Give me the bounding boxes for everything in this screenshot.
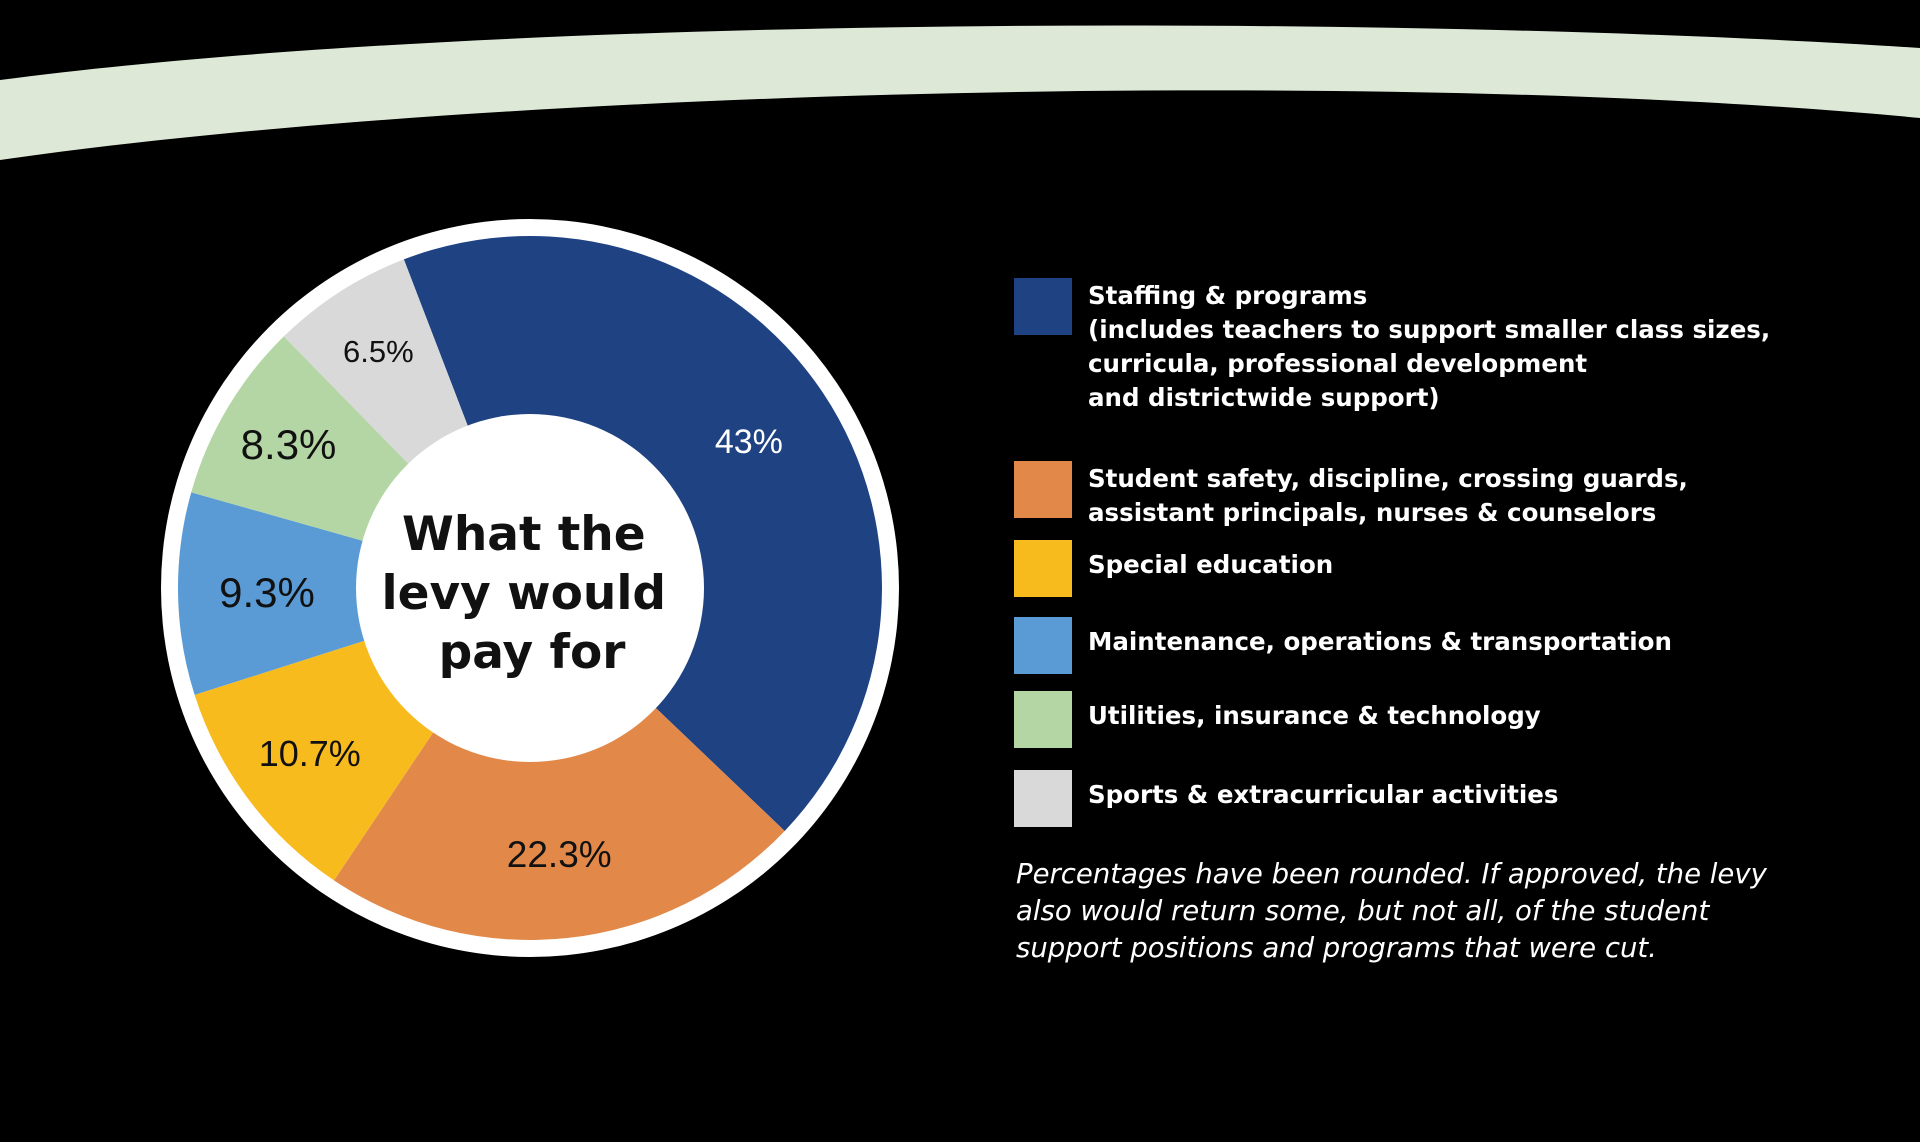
slice-label-utilities-insurance-and-technology: 8.3% — [241, 421, 337, 468]
donut-svg: 43% 22.3% 10.7% 9.3% 8.3% 6.5% What the levy … — [161, 219, 899, 957]
legend-item-staffing-and-programs: Staffing & programs (includes teachers t… — [1014, 278, 1834, 415]
footnote: Percentages have been rounded. If approv… — [1016, 858, 1767, 964]
legend-item-special-education: Special education — [1014, 540, 1834, 597]
slice-label-sports-and-extracurricular-activities: 6.5% — [343, 334, 414, 369]
chart-title: What the levy would pay for — [382, 507, 683, 680]
legend-swatch — [1014, 461, 1072, 518]
legend-item-utilities-insurance-and-technology: Utilities, insurance & technology — [1014, 691, 1834, 748]
chart-title-line-1: What the — [402, 507, 646, 562]
legend-swatch — [1014, 770, 1072, 827]
donut-chart: 43% 22.3% 10.7% 9.3% 8.3% 6.5% What the levy … — [160, 218, 900, 958]
legend-swatch — [1014, 691, 1072, 748]
legend-label: Student safety, discipline, crossing gua… — [1088, 464, 1688, 527]
legend-label: Maintenance, operations & transportation — [1088, 627, 1672, 656]
center-hole — [356, 414, 704, 762]
legend-item-sports-and-extracurricular-activities: Sports & extracurricular activities — [1014, 770, 1834, 827]
slice-label-special-education: 10.7% — [259, 733, 361, 774]
legend-swatch — [1014, 540, 1072, 597]
arc-band-shape — [0, 25, 1920, 161]
chart-legend: Staffing & programs (includes teachers t… — [1014, 278, 1834, 827]
slice-maintenance-operations-and-transportation — [178, 492, 530, 695]
slice-student-safety-discipline-crossing-guards — [333, 588, 785, 940]
slice-label-maintenance-operations-and-transportation: 9.3% — [219, 569, 315, 616]
legend-item-maintenance-operations-and-transportation: Maintenance, operations & transportation — [1014, 617, 1834, 674]
slice-labels-group: 43% 22.3% 10.7% 9.3% 8.3% 6.5% — [219, 334, 783, 875]
chart-title-line-3: pay for — [439, 625, 627, 680]
legend-label: Special education — [1088, 550, 1334, 579]
chart-title-line-2: levy would — [382, 566, 667, 621]
slice-label-student-safety-discipline-crossing-guards: 22.3% — [507, 834, 612, 875]
legend-swatch — [1014, 278, 1072, 335]
legend-label: Staffing & programs (includes teachers t… — [1088, 281, 1771, 412]
decorative-arc-band — [0, 25, 1920, 161]
slice-label-staffing-and-programs: 43% — [715, 423, 783, 461]
legend-item-student-safety-discipline-crossing-guards: Student safety, discipline, crossing gua… — [1014, 461, 1834, 530]
legend-label: Sports & extracurricular activities — [1088, 780, 1559, 809]
legend-swatch — [1014, 617, 1072, 674]
legend-label: Utilities, insurance & technology — [1088, 701, 1541, 730]
